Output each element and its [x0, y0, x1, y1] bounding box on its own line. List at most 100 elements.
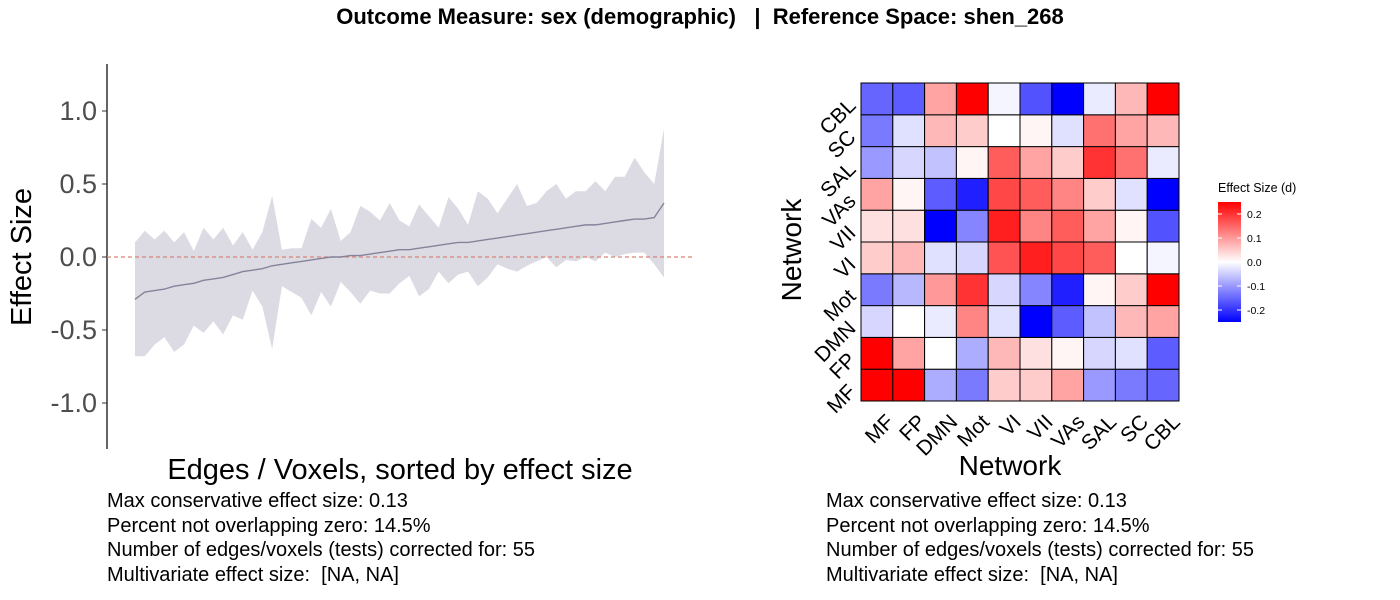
heatmap-cell [1146, 177, 1180, 211]
legend-tick-label: -0.2 [1247, 305, 1265, 317]
heatmap-cell [1114, 241, 1148, 275]
heatmap-cell [924, 368, 957, 402]
stats-right-line: Max conservative effect size: 0.13 [826, 490, 1127, 512]
heatmap-cell [892, 209, 926, 243]
heatmap-cell [924, 82, 957, 116]
stats-left-line: Max conservative effect size: 0.13 [107, 490, 408, 512]
x-axis-title: Network [959, 450, 1063, 481]
stats-right: Max conservative effect size: 0.13 Perce… [826, 489, 1254, 587]
heatmap-cell [1051, 273, 1085, 307]
heatmap-cell [860, 114, 894, 148]
page-title: Outcome Measure: sex (demographic) | Ref… [336, 4, 1064, 29]
heatmap-cell [924, 209, 957, 243]
heatmap-cell [1114, 305, 1148, 338]
heatmap-cell [860, 305, 894, 338]
heatmap-cell [1083, 305, 1116, 338]
x-tick-label: SAL [1077, 410, 1121, 454]
heatmap-cell [955, 336, 989, 370]
heatmap-cell [1019, 368, 1053, 402]
heatmap-cell [955, 82, 989, 116]
y-tick-label: CBL [815, 94, 860, 139]
heatmap-cell [1114, 209, 1148, 243]
heatmap-cell [1146, 336, 1180, 370]
heatmap-cell [1051, 368, 1085, 402]
stats-right-line: Number of edges/voxels (tests) corrected… [826, 539, 1254, 561]
heatmap-cell [1114, 273, 1148, 307]
heatmap-cell [1146, 305, 1180, 338]
legend-title: Effect Size (d) [1218, 181, 1296, 195]
heatmap-cell [955, 209, 989, 243]
heatmap-cell [924, 305, 957, 338]
heatmap-cell [1114, 146, 1148, 179]
heatmap-cell [892, 368, 926, 402]
heatmap-cell [892, 273, 926, 307]
heatmap-cell [1146, 273, 1180, 307]
heatmap-cell [892, 241, 926, 275]
heatmap-cell [892, 146, 926, 179]
stats-left-line: Multivariate effect size: [NA, NA] [107, 563, 399, 586]
heatmap-cell [892, 82, 926, 116]
heatmap-cell [955, 273, 989, 307]
heatmap-cell [1083, 368, 1116, 402]
heatmap-cell [860, 241, 894, 275]
heatmap-cell [1051, 209, 1085, 243]
heatmap-cell [1083, 82, 1116, 116]
heatmap-cell [1019, 241, 1053, 275]
y-tick-label: 1.0 [59, 96, 97, 126]
effect-size-line [134, 202, 665, 300]
heatmap-cell [1114, 368, 1148, 402]
heatmap-cell [924, 146, 957, 179]
heatmap-cell [1019, 273, 1053, 307]
legend-tick-label: -0.1 [1247, 281, 1265, 293]
heatmap-cell [1083, 177, 1116, 211]
heatmap-cell [1146, 114, 1180, 148]
heatmap-cell [1083, 273, 1116, 307]
heatmap-cell [892, 114, 926, 148]
heatmap-cell [860, 82, 894, 116]
y-tick-label: -0.5 [50, 315, 97, 345]
heatmap-cell [1019, 209, 1053, 243]
heatmap-cell [987, 305, 1021, 338]
heatmap-cell [860, 177, 894, 211]
heatmap-cell [892, 305, 926, 338]
y-tick-label: VAs [818, 190, 860, 232]
heatmap-cell [1146, 209, 1180, 243]
heatmap-cell [1051, 336, 1085, 370]
heatmap-cell [860, 273, 894, 307]
legend-tick-label: 0.1 [1247, 233, 1262, 245]
stats-left-line: Number of edges/voxels (tests) corrected… [107, 539, 535, 561]
y-axis-title: Effect Size [6, 188, 38, 326]
heatmap-cell [987, 177, 1021, 211]
heatmap-cell [1019, 305, 1053, 338]
heatmap-cell [1146, 82, 1180, 116]
legend-tick-label: 0.0 [1247, 257, 1262, 269]
heatmap-cell [987, 209, 1021, 243]
heatmap-cell [1146, 368, 1180, 402]
y-tick-label: 0.0 [59, 242, 97, 272]
heatmap-cell [1051, 82, 1085, 116]
heatmap-cell [1083, 209, 1116, 243]
y-tick-label: SAL [816, 158, 860, 202]
heatmap-cell [955, 146, 989, 179]
heatmap-cell [987, 336, 1021, 370]
stats-left: Max conservative effect size: 0.13 Perce… [107, 489, 535, 587]
heatmap-cell [987, 241, 1021, 275]
heatmap-cell [924, 336, 957, 370]
confidence-band [135, 128, 664, 357]
heatmap-cell [987, 368, 1021, 402]
y-tick-label: Mot [820, 285, 861, 326]
heatmap-cell [1051, 177, 1085, 211]
heatmap-cell [1114, 82, 1148, 116]
heatmap-cell [987, 146, 1021, 179]
heatmap-cell [1083, 146, 1116, 179]
heatmap-cell [987, 82, 1021, 116]
heatmap-cell [924, 114, 957, 148]
heatmap-cell [955, 114, 989, 148]
heatmap-cell [924, 177, 957, 211]
heatmap-cell [1146, 241, 1180, 275]
heatmap-cell [1051, 305, 1085, 338]
heatmap-cell [1083, 241, 1116, 275]
heatmap-cell [860, 336, 894, 370]
heatmap-cell [955, 305, 989, 338]
heatmap-cell [1051, 114, 1085, 148]
